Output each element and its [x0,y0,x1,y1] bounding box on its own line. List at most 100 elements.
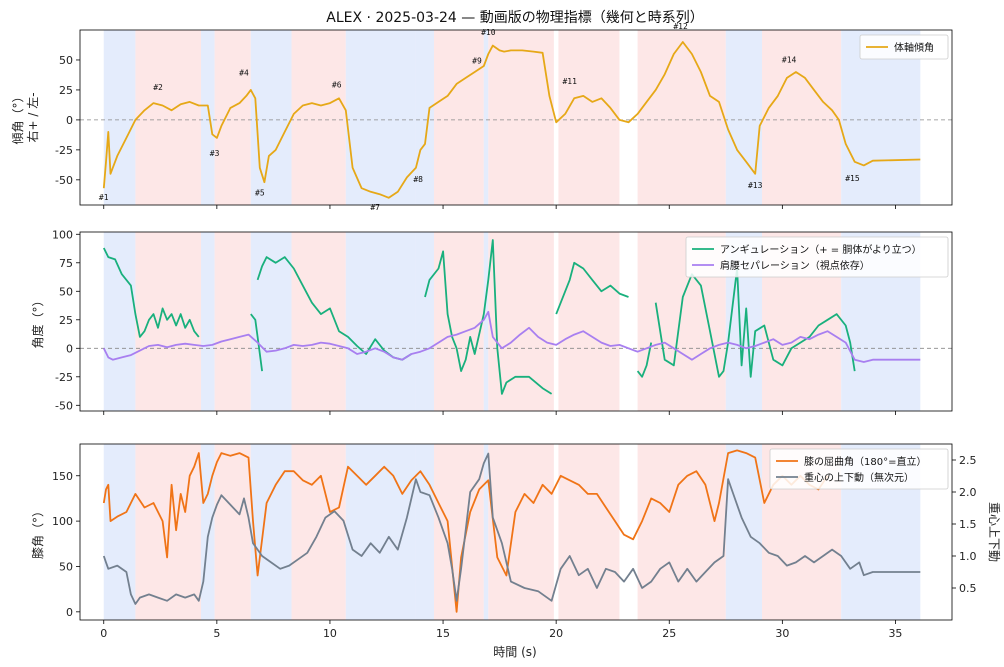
y-tick-label: 150 [52,470,73,483]
x-tick-label: 0 [100,627,107,640]
y-tick-label: 0 [66,114,73,127]
y-tick-label: 25 [59,314,73,327]
phase-band [558,444,620,620]
phase-band [214,30,251,205]
phase-band [250,444,292,620]
y-axis-label: 傾角（°）右+ / 左- [11,90,40,144]
legend-box [769,448,949,490]
phase-band [250,232,292,411]
event-label: #11 [562,77,577,86]
x-tick-label: 25 [662,627,676,640]
x-tick-label: 5 [213,627,220,640]
y-tick-label: 75 [59,257,73,270]
legend-box [859,34,949,60]
y-tick-label: 100 [52,228,73,241]
y-axis-label: 膝角（°） [31,505,45,559]
phase-band [725,444,762,620]
phase-band [558,232,620,411]
phase-band [434,30,484,205]
phase-band [201,444,215,620]
event-label: #15 [845,174,860,183]
event-label: #7 [370,203,380,212]
event-label: #1 [99,193,109,202]
event-label: #6 [332,81,342,90]
event-label: #3 [210,149,220,158]
x-tick-label: 10 [323,627,337,640]
x-tick-label: 30 [775,627,789,640]
phase-band [345,30,416,205]
phase-band [250,30,292,205]
phase-band [637,444,726,620]
phase-band [483,232,489,411]
series-line-0 [102,41,921,199]
y-tick-label-right: 0.5 [959,582,977,595]
phase-band [201,232,215,411]
phase-band [488,444,554,620]
phase-band [103,30,136,205]
y-tick-label-right: 2.0 [959,486,977,499]
series-line-0 [102,449,829,613]
phase-band [725,30,762,205]
event-label: #12 [673,22,688,31]
phase-band [214,232,251,411]
plot-frame [79,443,953,621]
phase-band [488,232,554,411]
series-line-1 [102,310,921,363]
legend-entry: 重心の上下動（無次元） [804,471,914,484]
phase-band [201,30,215,205]
legend-entry: 体軸傾角 [894,41,934,54]
legend-entry: 膝の屈曲角（180°=直立） [804,455,926,468]
y-tick-label: 50 [59,285,73,298]
phase-band [345,444,416,620]
angle-panel: -50 -25 0 25 50 75 100 角度（°） アンギュレーション（+ = 胴体がより… [30,228,953,415]
y-tick-label: 100 [52,515,73,528]
legend-box [685,236,949,278]
x-tick-label: 20 [549,627,563,640]
phase-band [637,30,726,205]
legend-entry: アンギュレーション（+ = 胴体がより立つ） [720,243,922,256]
phase-band [415,444,435,620]
phase-band [135,30,202,205]
event-label: #10 [481,28,496,37]
y-axis-label: 角度（°） [30,294,45,348]
plot-frame [79,231,953,412]
phase-band [103,232,136,411]
knee-panel: 0 50 100 150 0.5 1.0 1.5 2.0 2.5 0 5 10 15 20 25 30 35 膝角… [31,443,1001,640]
y-tick-label: 0 [66,342,73,355]
event-label: #9 [472,57,482,66]
y-axis-label-right: 重心上下動 [987,502,1001,562]
phase-band [415,232,435,411]
y-tick-label: -25 [55,144,73,157]
x-tick-label: 35 [888,627,902,640]
x-axis-label: 時間 (s) [493,645,536,659]
y-tick-label: 50 [59,54,73,67]
event-label: #4 [239,69,249,78]
phase-band [214,444,251,620]
y-tick-label: -50 [55,174,73,187]
y-tick-label: -25 [55,371,73,384]
phase-band [291,232,346,411]
tilt-panel: #1 #2 #3 #4 #5 #6 #7 #8 #9 #10 #11 #12 #13 #14 #15 -50 -… [11,22,953,212]
y-tick-label: 0 [66,606,73,619]
legend-entry: 肩腰セパレーション（視点依存） [720,259,870,272]
phase-band [291,30,346,205]
x-tick-label: 15 [436,627,450,640]
plot-frame [79,29,953,206]
series-line-1 [102,452,921,605]
phase-band [345,232,416,411]
y-tick-label-right: 1.0 [959,550,977,563]
event-label: #13 [748,181,763,190]
y-tick-label: -50 [55,399,73,412]
event-label: #8 [413,175,423,184]
event-label: #2 [153,83,163,92]
chart-title: ALEX · 2025-03-24 — 動画版の物理指標（幾何と時系列） [326,10,703,26]
phase-band [558,30,620,205]
y-tick-label: 50 [59,560,73,573]
y-tick-label-right: 1.5 [959,518,977,531]
series-line-0 [102,239,856,395]
y-tick-label: 25 [59,84,73,97]
y-tick-label-right: 2.5 [959,454,977,467]
event-label: #5 [255,188,265,197]
phase-band [434,232,484,411]
